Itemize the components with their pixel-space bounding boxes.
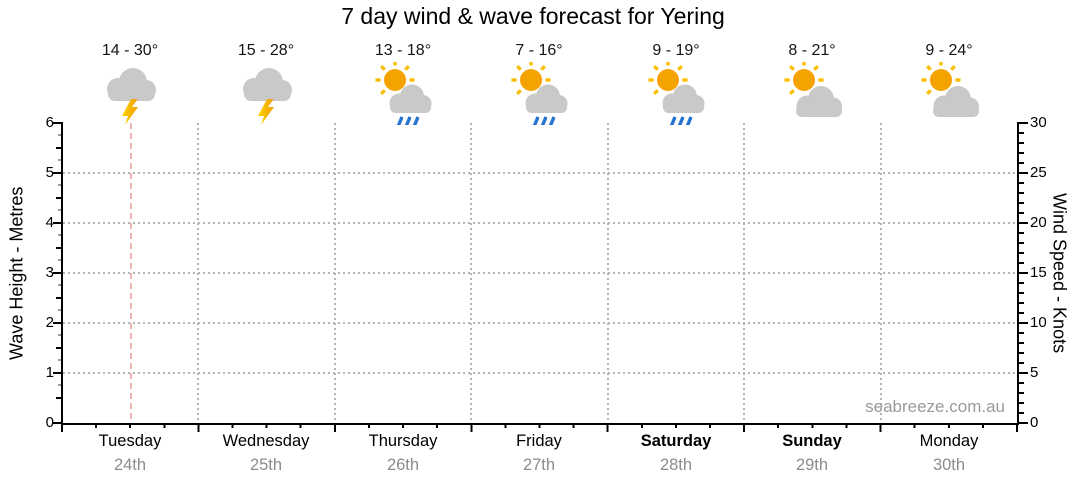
gridline xyxy=(63,272,1017,274)
x-axis-date-label: 24th xyxy=(113,456,147,474)
x-axis-day-label: Saturday xyxy=(640,432,712,450)
left-axis-line xyxy=(61,122,63,425)
gridline xyxy=(63,322,1017,324)
x-axis-date-label: 30th xyxy=(932,456,966,474)
temp-range-label: 7 - 16° xyxy=(515,42,563,59)
current-time-marker xyxy=(130,123,132,423)
wave-tick-label: 2 xyxy=(45,314,54,331)
wave-tick-label: 4 xyxy=(45,214,54,231)
temp-range-label: 15 - 28° xyxy=(237,42,295,59)
gridline xyxy=(334,123,336,423)
temp-range-label: 9 - 24° xyxy=(925,42,973,59)
x-axis-date-label: 27th xyxy=(522,456,556,474)
temp-range-label: 13 - 18° xyxy=(374,42,432,59)
wave-tick-label: 5 xyxy=(45,164,54,181)
x-axis-line xyxy=(61,423,1019,425)
x-axis-day-label: Monday xyxy=(919,432,979,450)
weather-icon xyxy=(198,60,334,126)
right-axis-minor-ticks xyxy=(1019,122,1024,425)
weather-icon xyxy=(608,60,744,126)
gridline xyxy=(197,123,199,423)
weather-icon xyxy=(335,60,471,126)
weather-icon xyxy=(62,60,198,126)
temp-range-label: 9 - 19° xyxy=(652,42,700,59)
watermark: seabreeze.com.au xyxy=(865,397,1005,416)
wind-tick-label: 25 xyxy=(1030,164,1047,181)
wave-tick-label: 3 xyxy=(45,264,54,281)
x-axis-day-label: Wednesday xyxy=(222,432,310,450)
right-axis-line xyxy=(1017,122,1019,425)
wind-tick-label: 30 xyxy=(1030,114,1047,131)
x-axis-day-label: Tuesday xyxy=(98,432,162,450)
y-axis-label-right: Wind Speed - Knots xyxy=(1049,192,1070,354)
x-axis-day-label: Sunday xyxy=(782,432,842,450)
x-axis-date-label: 25th xyxy=(249,456,283,474)
x-axis-date-label: 29th xyxy=(795,456,829,474)
wind-tick-label: 5 xyxy=(1030,364,1039,381)
weather-icon xyxy=(744,60,880,126)
wind-tick-label: 10 xyxy=(1030,314,1047,331)
x-axis-date-label: 26th xyxy=(386,456,420,474)
gridline xyxy=(63,172,1017,174)
gridline xyxy=(63,222,1017,224)
wave-tick-label: 0 xyxy=(45,414,54,431)
gridline xyxy=(743,123,745,423)
left-axis-minor-ticks xyxy=(58,134,62,400)
wave-tick-label: 6 xyxy=(45,114,54,131)
x-axis-day-label: Friday xyxy=(516,432,562,450)
wind-tick-label: 15 xyxy=(1030,264,1047,281)
wave-tick-label: 1 xyxy=(45,364,54,381)
temp-range-label: 8 - 21° xyxy=(788,42,836,59)
x-axis-date-label: 28th xyxy=(659,456,693,474)
gridline xyxy=(880,123,882,423)
gridline xyxy=(470,123,472,423)
weather-icon xyxy=(881,60,1017,126)
temp-range-label: 14 - 30° xyxy=(101,42,159,59)
wind-tick-label: 20 xyxy=(1030,214,1047,231)
y-axis-label-left: Wave Height - Metres xyxy=(6,186,27,360)
wind-tick-label: 0 xyxy=(1030,414,1039,431)
gridline xyxy=(63,372,1017,374)
x-axis-minor-ticks xyxy=(61,423,1018,428)
weather-icon xyxy=(471,60,607,126)
x-axis-day-label: Thursday xyxy=(368,432,438,450)
page-title: 7 day wind & wave forecast for Yering xyxy=(341,3,725,29)
gridline xyxy=(607,123,609,423)
